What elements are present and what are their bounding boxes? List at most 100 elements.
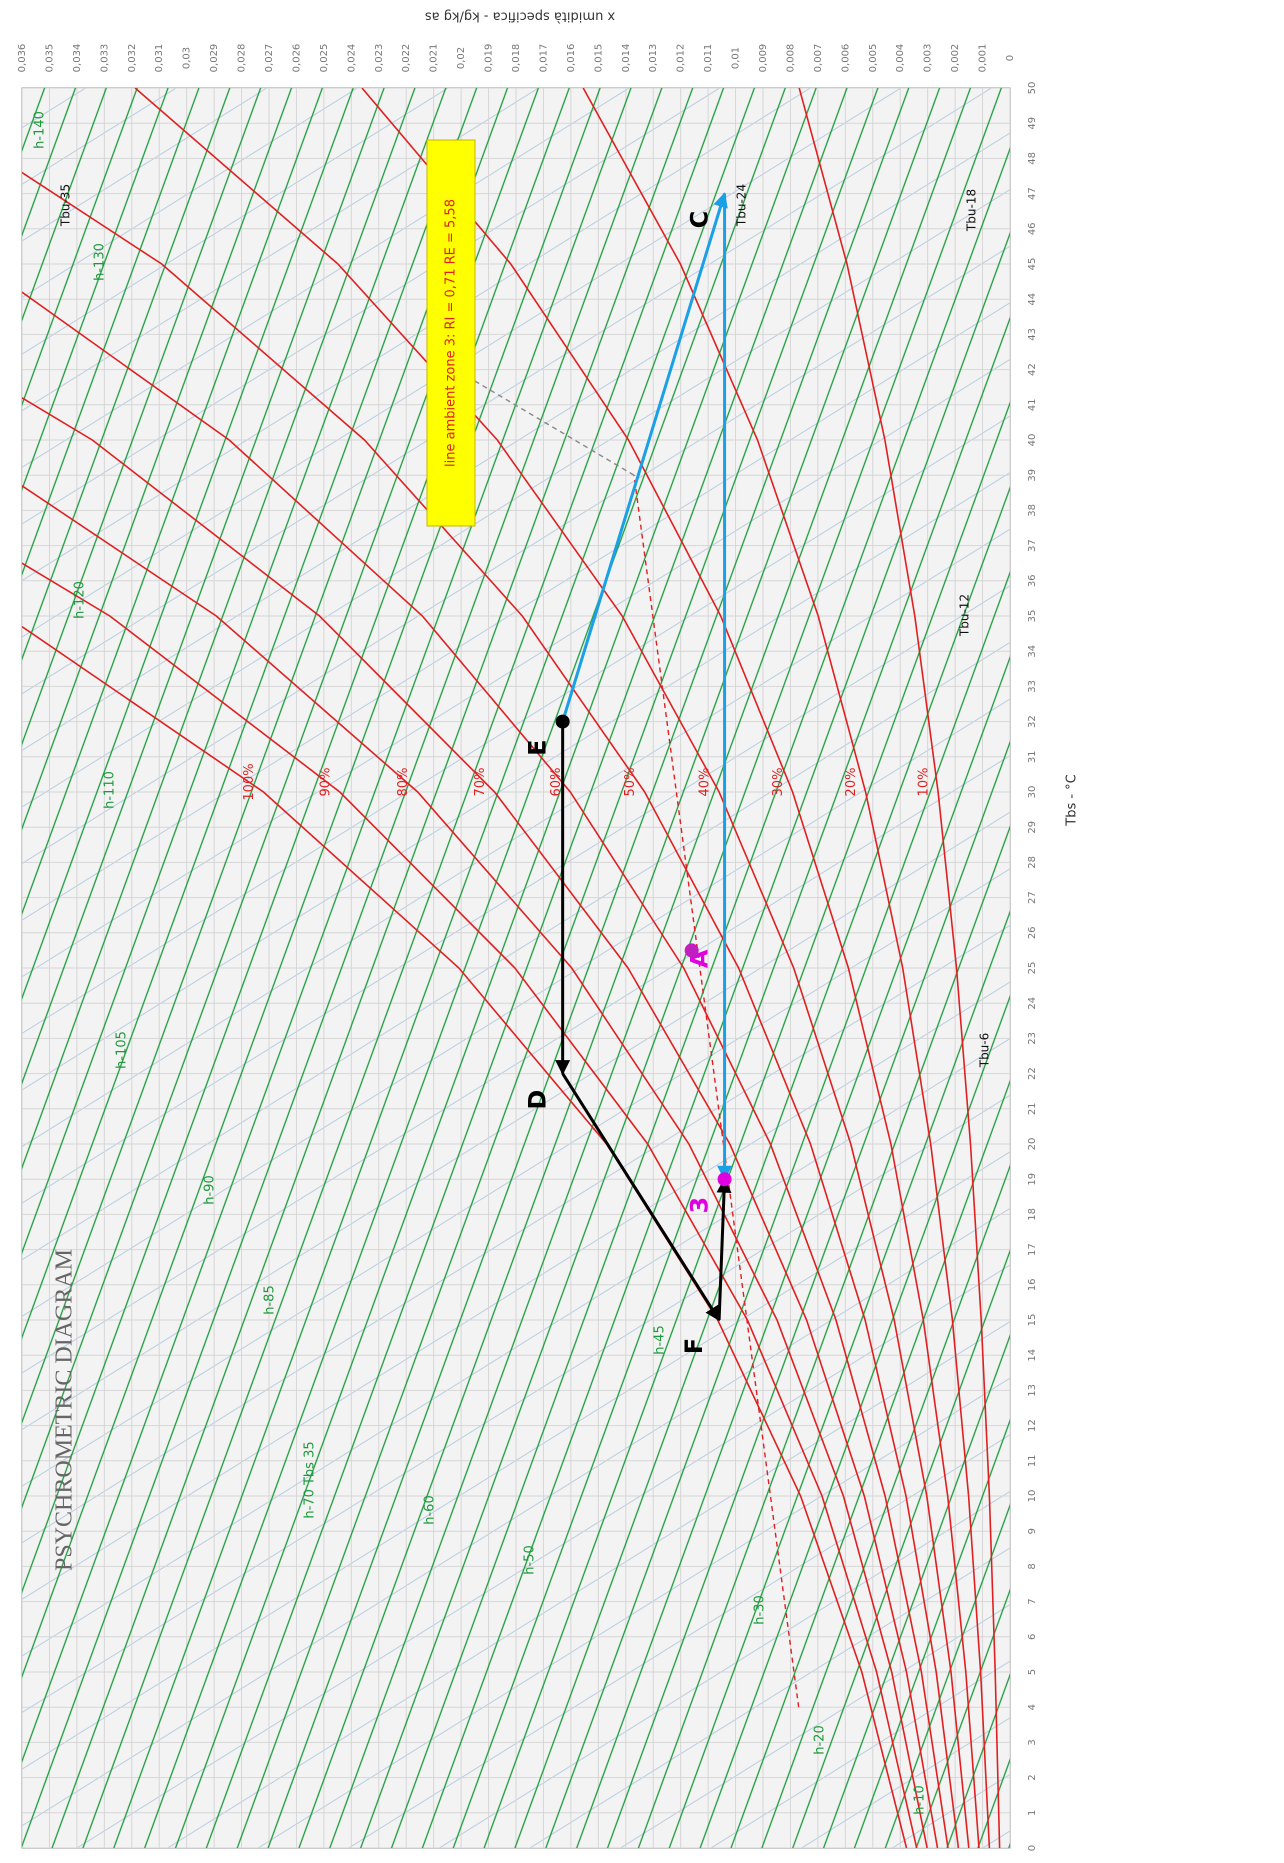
x-tick-label: 45 (1027, 258, 1038, 271)
y-tick-label: 0,007 (813, 44, 824, 73)
x-tick-label: 9 (1027, 1528, 1038, 1534)
x-tick-label: 4 (1027, 1704, 1038, 1710)
x-tick-label: 7 (1027, 1598, 1038, 1604)
x-tick-label: 29 (1027, 821, 1038, 834)
y-tick-label: 0,035 (44, 44, 55, 73)
point-label: F (680, 1338, 708, 1354)
rh-curve (798, 88, 1001, 1848)
chart-texture (22, 88, 1010, 1848)
state-point (555, 714, 570, 729)
rh-label: 30% (771, 768, 786, 797)
rh-label: 50% (623, 768, 638, 797)
point-label: D (524, 1090, 552, 1110)
x-tick-label: 19 (1027, 1173, 1038, 1186)
enthalpy-label: h-60 (423, 1495, 438, 1524)
wet-bulb-label: Tbu-18 (965, 189, 979, 232)
rh-label: 10% (917, 768, 932, 797)
x-tick-label: 20 (1027, 1138, 1038, 1151)
x-tick-label: 39 (1027, 469, 1038, 482)
y-tick-label: 0,019 (484, 44, 495, 73)
y-tick-label: 0,004 (895, 44, 906, 73)
x-tick-label: 13 (1027, 1384, 1038, 1397)
y-tick-label: 0,01 (731, 47, 742, 69)
x-tick-label: 36 (1027, 574, 1038, 587)
y-tick-label: 0,024 (346, 44, 357, 73)
x-tick-label: 34 (1027, 645, 1038, 658)
rh-label: 70% (473, 768, 488, 797)
wet-bulb-label: Tbu-24 (735, 184, 749, 227)
rh-label: 60% (549, 768, 564, 797)
y-tick-label: 0,026 (291, 44, 302, 73)
process-arrow (716, 1177, 732, 1321)
enthalpy-label: h-130 (93, 243, 108, 281)
rh-curve (22, 397, 939, 1848)
y-tick-label: 0,025 (319, 44, 330, 73)
y-tick-label: 0,031 (154, 44, 165, 73)
y-tick-label: 0,017 (538, 44, 549, 73)
x-tick-label: 18 (1027, 1208, 1038, 1221)
x-tick-label: 40 (1027, 434, 1038, 447)
y-tick-label: 0,009 (758, 44, 769, 73)
enthalpy-label: h-85 (263, 1285, 278, 1314)
x-tick-label: 35 (1027, 610, 1038, 623)
enthalpy-label: h-105 (115, 1031, 130, 1069)
x-tick-label: 37 (1027, 539, 1038, 552)
x-axis-title: Tbs - °C (1065, 774, 1080, 827)
x-tick-label: 23 (1027, 1032, 1038, 1045)
overlay: 0123456789101112131415161718192021222324… (17, 44, 1038, 1852)
x-tick-label: 31 (1027, 750, 1038, 763)
rh-curve (361, 88, 980, 1848)
enthalpy-label: h-20 (813, 1725, 828, 1754)
y-tick-label: 0,02 (456, 47, 467, 69)
state-point (684, 943, 699, 958)
y-tick-label: 0,006 (840, 44, 851, 73)
y-tick-label: 0,021 (429, 44, 440, 73)
x-tick-label: 49 (1027, 117, 1038, 130)
x-tick-label: 8 (1027, 1563, 1038, 1569)
y-tick-label: 0,018 (511, 44, 522, 73)
y-tick-label: 0,008 (785, 44, 796, 73)
x-tick-label: 5 (1027, 1669, 1038, 1675)
x-tick-label: 30 (1027, 786, 1038, 799)
y-tick-label: 0,001 (978, 44, 989, 73)
y-tick-label: 0,03 (182, 47, 193, 69)
y-tick-label: 0,022 (401, 44, 412, 73)
wet-bulb-label: Tbu-6 (978, 1033, 992, 1069)
y-tick-label: 0,014 (621, 44, 632, 73)
enthalpy-label: h-70 Tbs 35 (303, 1441, 318, 1518)
x-tick-label: 6 (1027, 1634, 1038, 1640)
y-tick-label: 0,013 (648, 44, 659, 73)
x-tick-label: 16 (1027, 1278, 1038, 1291)
y-tick-label: 0,034 (72, 44, 83, 73)
state-point (717, 1172, 732, 1187)
rh-label: 100% (242, 763, 257, 800)
x-tick-label: 26 (1027, 926, 1038, 939)
y-tick-label: 0,003 (923, 44, 934, 73)
y-tick-label: 0,028 (237, 44, 248, 73)
x-tick-label: 32 (1027, 715, 1038, 728)
x-tick-label: 21 (1027, 1102, 1038, 1115)
point-label: 3 (686, 1197, 714, 1214)
rh-label: 90% (318, 768, 333, 797)
x-tick-label: 10 (1027, 1490, 1038, 1503)
process-arrow (561, 1072, 721, 1322)
rh-label: 80% (396, 768, 411, 797)
y-tick-label: 0 (1005, 55, 1016, 61)
enthalpy-label: h-30 (753, 1595, 768, 1624)
rh-curve (22, 485, 928, 1848)
x-tick-label: 38 (1027, 504, 1038, 517)
y-axis-title: x umidità specifica - kg/kg as (425, 9, 615, 24)
annotation: line ambient zone 3: RI = 0,71 RE = 5,58 (444, 199, 459, 467)
x-tick-label: 42 (1027, 363, 1038, 376)
x-tick-label: 46 (1027, 222, 1038, 235)
y-tick-label: 0,029 (209, 44, 220, 73)
x-tick-label: 17 (1027, 1243, 1038, 1256)
x-tick-label: 28 (1027, 856, 1038, 869)
x-tick-label: 14 (1027, 1349, 1038, 1362)
y-tick-label: 0,032 (127, 44, 138, 73)
y-tick-label: 0,036 (17, 44, 28, 73)
x-tick-label: 41 (1027, 398, 1038, 411)
y-tick-label: 0,027 (264, 44, 275, 73)
y-tick-label: 0,015 (593, 44, 604, 73)
rh-label: 20% (844, 768, 859, 797)
